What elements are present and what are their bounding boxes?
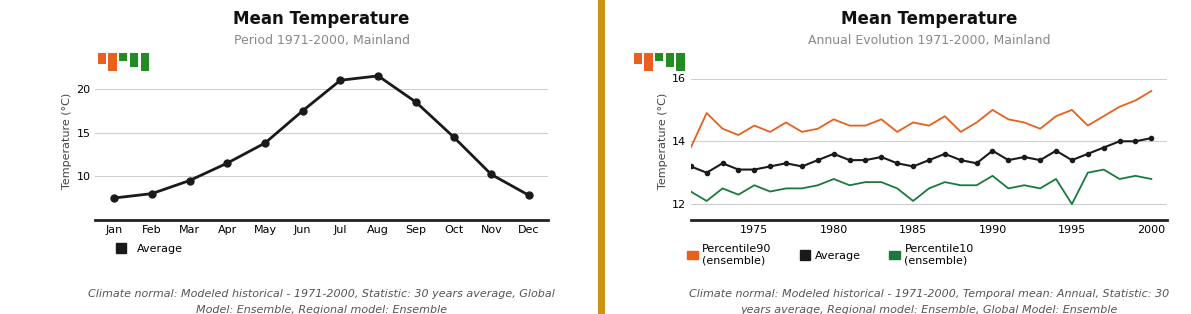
Text: Climate normal: Modeled historical - 1971-2000, Statistic: 30 years average, Glo: Climate normal: Modeled historical - 197… — [88, 289, 555, 299]
Y-axis label: Temperature (°C): Temperature (°C) — [62, 93, 73, 189]
Text: Mean Temperature: Mean Temperature — [233, 10, 410, 28]
Y-axis label: Temperature (°C): Temperature (°C) — [657, 93, 668, 189]
Legend: Average: Average — [110, 244, 182, 254]
Text: Model: Ensemble, Regional model: Ensemble: Model: Ensemble, Regional model: Ensembl… — [197, 305, 447, 314]
Legend: Percentile90
(ensemble), Average, Percentile10
(ensemble): Percentile90 (ensemble), Average, Percen… — [687, 244, 974, 266]
Text: years average, Regional model: Ensemble, Global Model: Ensemble: years average, Regional model: Ensemble,… — [741, 305, 1117, 314]
Text: Period 1971-2000, Mainland: Period 1971-2000, Mainland — [233, 34, 410, 47]
Text: Climate normal: Modeled historical - 1971-2000, Temporal mean: Annual, Statistic: Climate normal: Modeled historical - 197… — [688, 289, 1170, 299]
Text: Annual Evolution 1971-2000, Mainland: Annual Evolution 1971-2000, Mainland — [807, 34, 1050, 47]
Text: Mean Temperature: Mean Temperature — [841, 10, 1017, 28]
